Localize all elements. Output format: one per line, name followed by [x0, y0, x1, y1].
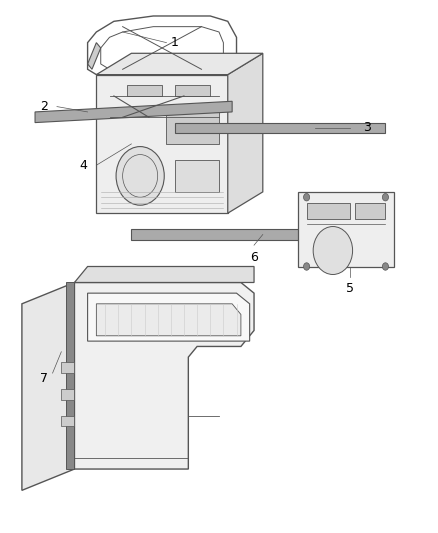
Polygon shape: [96, 53, 263, 75]
Circle shape: [116, 147, 164, 205]
Text: 5: 5: [346, 282, 354, 295]
Text: 7: 7: [40, 372, 48, 385]
Text: 2: 2: [40, 100, 48, 113]
Polygon shape: [96, 75, 228, 213]
Polygon shape: [228, 53, 263, 213]
Text: 4: 4: [79, 159, 87, 172]
Polygon shape: [88, 293, 250, 341]
Polygon shape: [307, 203, 350, 219]
Polygon shape: [175, 160, 219, 192]
Circle shape: [382, 263, 389, 270]
Polygon shape: [96, 304, 241, 336]
Polygon shape: [88, 43, 101, 69]
Polygon shape: [166, 112, 219, 144]
Polygon shape: [22, 282, 74, 490]
Polygon shape: [61, 362, 74, 373]
Polygon shape: [61, 416, 74, 426]
Circle shape: [313, 227, 353, 274]
Polygon shape: [61, 389, 74, 400]
Polygon shape: [66, 282, 74, 469]
Polygon shape: [175, 85, 210, 96]
Polygon shape: [131, 229, 315, 240]
Text: 1: 1: [171, 36, 179, 49]
Polygon shape: [355, 203, 385, 219]
Text: 6: 6: [250, 251, 258, 263]
Polygon shape: [175, 123, 385, 133]
Circle shape: [304, 263, 310, 270]
Text: 3: 3: [364, 122, 371, 134]
Polygon shape: [74, 282, 254, 469]
Polygon shape: [35, 101, 232, 123]
Polygon shape: [298, 192, 394, 266]
Circle shape: [382, 193, 389, 201]
Polygon shape: [127, 85, 162, 96]
Polygon shape: [74, 266, 254, 282]
Circle shape: [304, 193, 310, 201]
